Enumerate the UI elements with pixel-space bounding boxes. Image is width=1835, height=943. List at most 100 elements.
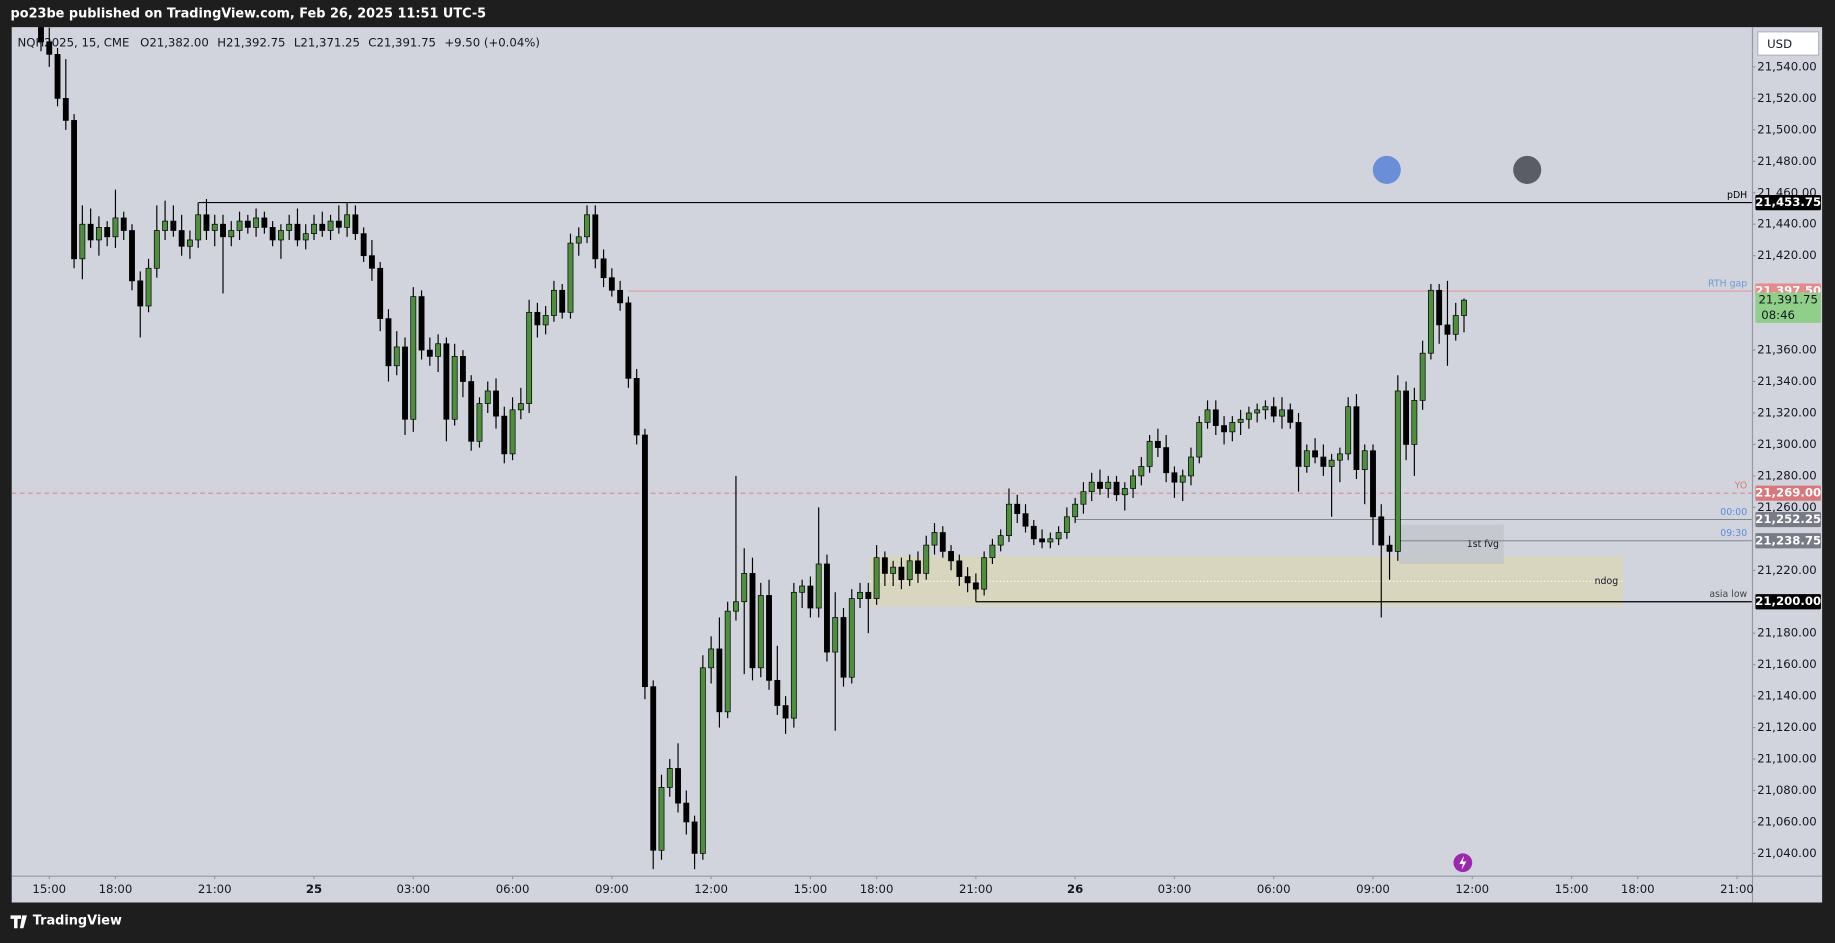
x-tick-label: 09:00 [595,882,629,896]
last-price-tag [1755,292,1821,323]
candle-body [815,563,822,609]
candle-body [873,557,880,599]
candle-body [62,98,69,121]
candle-body [840,617,847,678]
y-tick-label: 21,520.00 [1757,91,1816,105]
level-name: pDH [1727,190,1747,201]
symbol: NQH2025, 15, CME [18,35,130,49]
y-tick-label: 21,040.00 [1757,846,1816,860]
candle-body [542,315,549,326]
candle-body [1080,491,1087,505]
candle-body [757,595,764,669]
x-tick-label: 15:00 [794,882,828,896]
y-tick-label: 21,140.00 [1757,689,1816,703]
candle-body [749,573,756,669]
footer [0,903,1835,939]
candle-body [915,560,921,574]
candle-body [335,220,342,228]
candle-body [1427,289,1434,354]
candle-body [807,585,814,609]
candle-body [1328,459,1335,467]
candle-body [327,220,334,231]
y-tick-label: 21,280.00 [1757,468,1816,482]
candle-body [1336,453,1343,461]
candle-body [402,346,408,420]
candle-body [1353,406,1360,470]
candle-body [981,557,988,590]
candle-body [567,242,574,313]
y-tick-label: 21,080.00 [1757,783,1816,797]
ohlc-close: C21,391.75 [368,35,436,49]
candle-body [584,214,590,238]
plot: ndog 1st fvg pDH RTH gap YO 00:00 09:30 asia lo… [11,27,1752,870]
candle-body [865,591,872,599]
candle-body [658,786,665,851]
x-tick-label: 21:00 [1720,882,1754,896]
level-name: asia low [1709,589,1747,600]
candle-body [294,223,301,241]
candle-body [642,434,648,688]
zone [1399,524,1504,564]
candle-body [1245,412,1252,420]
candle-body [1055,532,1062,540]
candle-body [1121,488,1128,496]
candle-body [691,821,698,854]
candle-body [650,686,657,851]
candle-body [112,217,119,238]
candle-body [724,610,731,713]
candle-body [228,230,235,238]
candle-body [269,227,276,241]
candle-body [608,277,615,291]
candle-body [178,230,185,247]
price-tag [1755,594,1821,610]
candle-body [699,667,706,854]
candle-body [1097,481,1103,489]
candle-body [559,289,566,313]
x-tick-label: 06:00 [1257,882,1291,896]
level-name: YO [1734,481,1748,492]
candle-body [1006,503,1012,537]
candle-body [410,296,417,420]
candle-body [782,705,789,719]
candle-body [120,217,127,231]
candle-body [1196,422,1203,458]
price-tag [1755,194,1821,211]
price-tag-label: 21,252.25 [1755,512,1821,526]
candle-body [1154,440,1161,448]
x-tick-label: 12:00 [1455,882,1489,896]
candle-body [1345,406,1352,455]
x-tick-label: 06:00 [496,882,530,896]
candle-body [1452,315,1459,335]
ohlc-high: H21,392.75 [217,35,285,49]
candle-body [1163,447,1170,474]
candle-body [71,120,78,260]
candle-body [1022,513,1029,527]
candle-body [418,296,425,351]
candle-body [923,544,930,574]
countdown: 08:46 [1761,308,1795,322]
currency-box[interactable] [1757,31,1820,56]
candle-body [95,227,102,241]
candle-body [1063,516,1070,533]
x-tick-label: 12:00 [694,882,728,896]
candle-body [153,230,160,269]
candle-body [484,390,491,404]
candle-body [857,591,863,599]
price-tag [1755,533,1821,549]
candle-body [1204,409,1211,423]
candle-body [997,535,1004,546]
candle-body [1411,400,1418,445]
candle-body [261,217,268,228]
candle-body [625,302,632,379]
candle-body [1461,299,1467,316]
candle-body [683,802,690,823]
candle-body [526,311,533,404]
y-tick-label: 21,500.00 [1757,122,1816,136]
y-tick-label: 21,180.00 [1757,626,1816,640]
candle-body [1113,481,1120,496]
candle-body [1370,450,1376,518]
candle-body [1436,289,1443,326]
candle-body [1295,422,1302,467]
candle-body [319,223,326,231]
